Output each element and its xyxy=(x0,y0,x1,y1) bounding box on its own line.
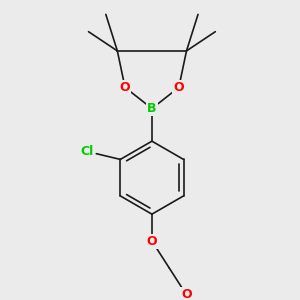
Text: Cl: Cl xyxy=(80,145,93,158)
Text: O: O xyxy=(120,81,130,94)
Text: O: O xyxy=(173,81,184,94)
Text: O: O xyxy=(147,235,157,248)
Text: B: B xyxy=(147,102,157,115)
Text: O: O xyxy=(181,288,192,300)
